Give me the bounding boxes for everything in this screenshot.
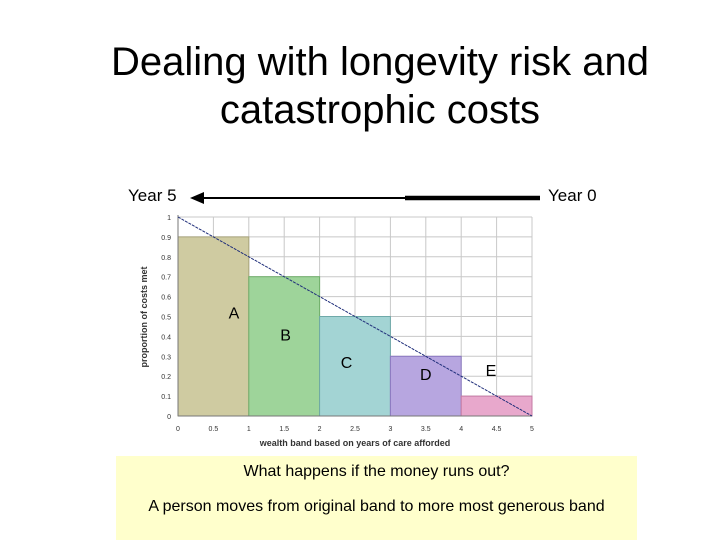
timeline-arrow — [190, 192, 540, 204]
x-tick-label: 3 — [388, 426, 392, 433]
y-tick-label: 0.9 — [161, 235, 171, 242]
bar-d — [389, 355, 462, 417]
y-tick-label: 0 — [167, 414, 171, 421]
bar-b — [248, 276, 321, 417]
info-box: What happens if the money runs out? A pe… — [116, 456, 637, 540]
region-label-b: B — [280, 327, 291, 344]
x-axis-label: wealth band based on years of care affor… — [259, 438, 451, 448]
x-tick-label: 1.5 — [279, 426, 289, 433]
y-tick-label: 0.7 — [161, 275, 171, 282]
bar-a — [177, 236, 250, 417]
x-tick-label: 3.5 — [421, 426, 431, 433]
diagonal-line — [177, 216, 533, 417]
y-tick-label: 0.3 — [161, 354, 171, 361]
bar-e — [460, 395, 533, 417]
x-tick-labels: 0 0.5 1 1.5 2 2.5 3 3.5 4 4.5 5 — [176, 426, 534, 433]
y-tick-label: 0.2 — [161, 374, 171, 381]
y-tick-label: 0.4 — [161, 334, 171, 341]
y-tick-label: 0.5 — [161, 315, 171, 322]
bar-c — [319, 316, 391, 417]
title-line-1: Dealing with longevity risk and — [110, 40, 650, 84]
y-tick-labels: 0 0.1 0.2 0.3 0.4 0.5 0.6 0.7 0.8 0.9 1 — [161, 215, 171, 421]
title-line-2: catastrophic costs — [219, 88, 541, 132]
y-tick-label: 1 — [167, 215, 171, 222]
region-label-a: A — [229, 305, 240, 322]
x-tick-label: 4.5 — [492, 426, 502, 433]
arrow-head — [190, 192, 204, 204]
y-tick-label: 0.6 — [161, 295, 171, 302]
question-text: What happens if the money runs out? — [243, 463, 510, 480]
x-tick-label: 2 — [318, 426, 322, 433]
slide-title: Dealing with longevity risk and catastro… — [60, 38, 700, 134]
region-label-c: C — [341, 355, 353, 372]
bar-chart: 0 0.1 0.2 0.3 0.4 0.5 0.6 0.7 0.8 0.9 1 0 0.5 1 1.5 2 2… — [139, 215, 534, 448]
chart-axes — [177, 215, 533, 417]
answer-text: A person moves from original band to mor… — [148, 498, 605, 515]
year-0-label: Year 0 — [548, 186, 597, 205]
x-tick-label: 2.5 — [350, 426, 360, 433]
y-tick-label: 0.8 — [161, 255, 171, 262]
x-tick-label: 1 — [247, 426, 251, 433]
x-tick-label: 0.5 — [209, 426, 219, 433]
region-label-d: D — [420, 367, 432, 384]
bar-region-labels: A B C D E — [229, 305, 497, 384]
year-5-label: Year 5 — [128, 186, 177, 205]
region-label-e: E — [486, 363, 497, 380]
x-tick-label: 5 — [530, 426, 534, 433]
x-tick-label: 4 — [459, 426, 463, 433]
x-tick-label: 0 — [176, 426, 180, 433]
y-axis-label: proportion of costs met — [139, 266, 149, 367]
y-tick-label: 0.1 — [161, 394, 171, 401]
chart-bars — [177, 236, 533, 417]
